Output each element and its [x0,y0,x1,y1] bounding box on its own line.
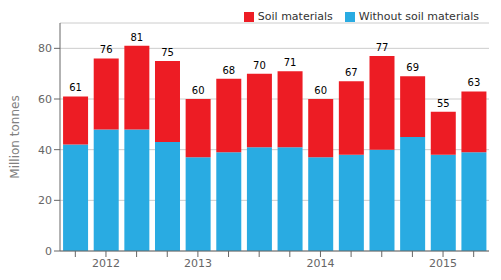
svg-text:Million tonnes: Million tonnes [8,95,22,178]
svg-text:63: 63 [468,77,481,88]
svg-text:67: 67 [345,67,358,78]
svg-text:0: 0 [45,245,52,258]
svg-text:55: 55 [437,98,450,109]
svg-text:76: 76 [100,44,113,55]
svg-text:80: 80 [38,42,52,55]
svg-text:70: 70 [253,60,266,71]
svg-text:2013: 2013 [184,257,212,270]
svg-text:77: 77 [376,42,389,53]
svg-text:60: 60 [192,85,205,96]
html-text:Without soil materials: Without soil materials [358,10,479,23]
html-text:Soil materials: Soil materials [257,10,333,23]
svg-text:61: 61 [69,82,82,93]
svg-text:60: 60 [38,93,52,106]
svg-text:20: 20 [38,194,52,207]
svg-text:2014: 2014 [306,257,334,270]
svg-text:2012: 2012 [92,257,120,270]
svg-text:68: 68 [222,65,235,76]
svg-text:71: 71 [284,57,297,68]
svg-text:60: 60 [314,85,327,96]
svg-text:2015: 2015 [429,257,457,270]
svg-text:69: 69 [406,62,419,73]
svg-text:75: 75 [161,47,174,58]
svg-text:81: 81 [130,32,143,43]
svg-text:40: 40 [38,144,52,157]
